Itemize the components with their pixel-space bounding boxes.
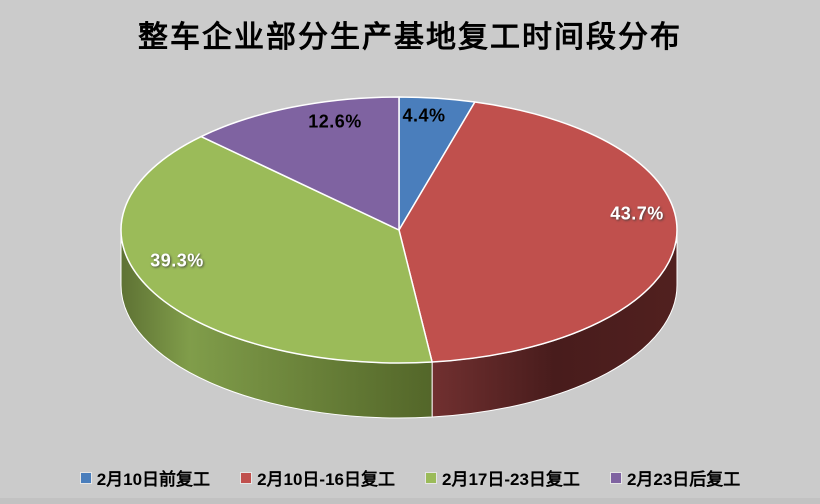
bottom-edge xyxy=(0,498,820,504)
legend-item-feb10-16[interactable]: 2月10日-16日复工 xyxy=(240,465,395,490)
legend-marker-icon xyxy=(609,471,622,484)
legend-marker-icon xyxy=(240,471,253,484)
pie-slice-3[interactable] xyxy=(200,96,400,231)
slice-percentage-label-2: 39.3% xyxy=(150,250,204,271)
legend-label: 2月10日前复工 xyxy=(96,470,211,489)
slice-percentage-label-1: 43.7% xyxy=(610,203,664,224)
legend-item-before-feb10[interactable]: 2月10日前复工 xyxy=(79,465,211,490)
legend-item-feb17-23[interactable]: 2月17日-23日复工 xyxy=(425,465,580,490)
legend-label: 2月23日后复工 xyxy=(626,470,741,489)
legend-marker-icon xyxy=(79,471,92,484)
chart-title: 整车企业部分生产基地复工时间段分布 xyxy=(138,21,682,54)
legend-item-after-feb23[interactable]: 2月23日后复工 xyxy=(609,465,741,490)
legend: 2月10日前复工 2月10日-16日复工 2月17日-23日复工 2月23日后复… xyxy=(0,465,820,490)
legend-marker-icon xyxy=(425,471,437,484)
legend-label: 2月10日-16日复工 xyxy=(257,470,395,489)
pie-slice-2[interactable] xyxy=(120,135,433,364)
legend-label: 2月17日-23日复工 xyxy=(442,470,580,489)
pie-slice-1[interactable] xyxy=(398,101,678,363)
slice-percentage-label-0: 4.4% xyxy=(402,105,446,126)
slice-percentage-label-3: 12.6% xyxy=(308,111,362,132)
